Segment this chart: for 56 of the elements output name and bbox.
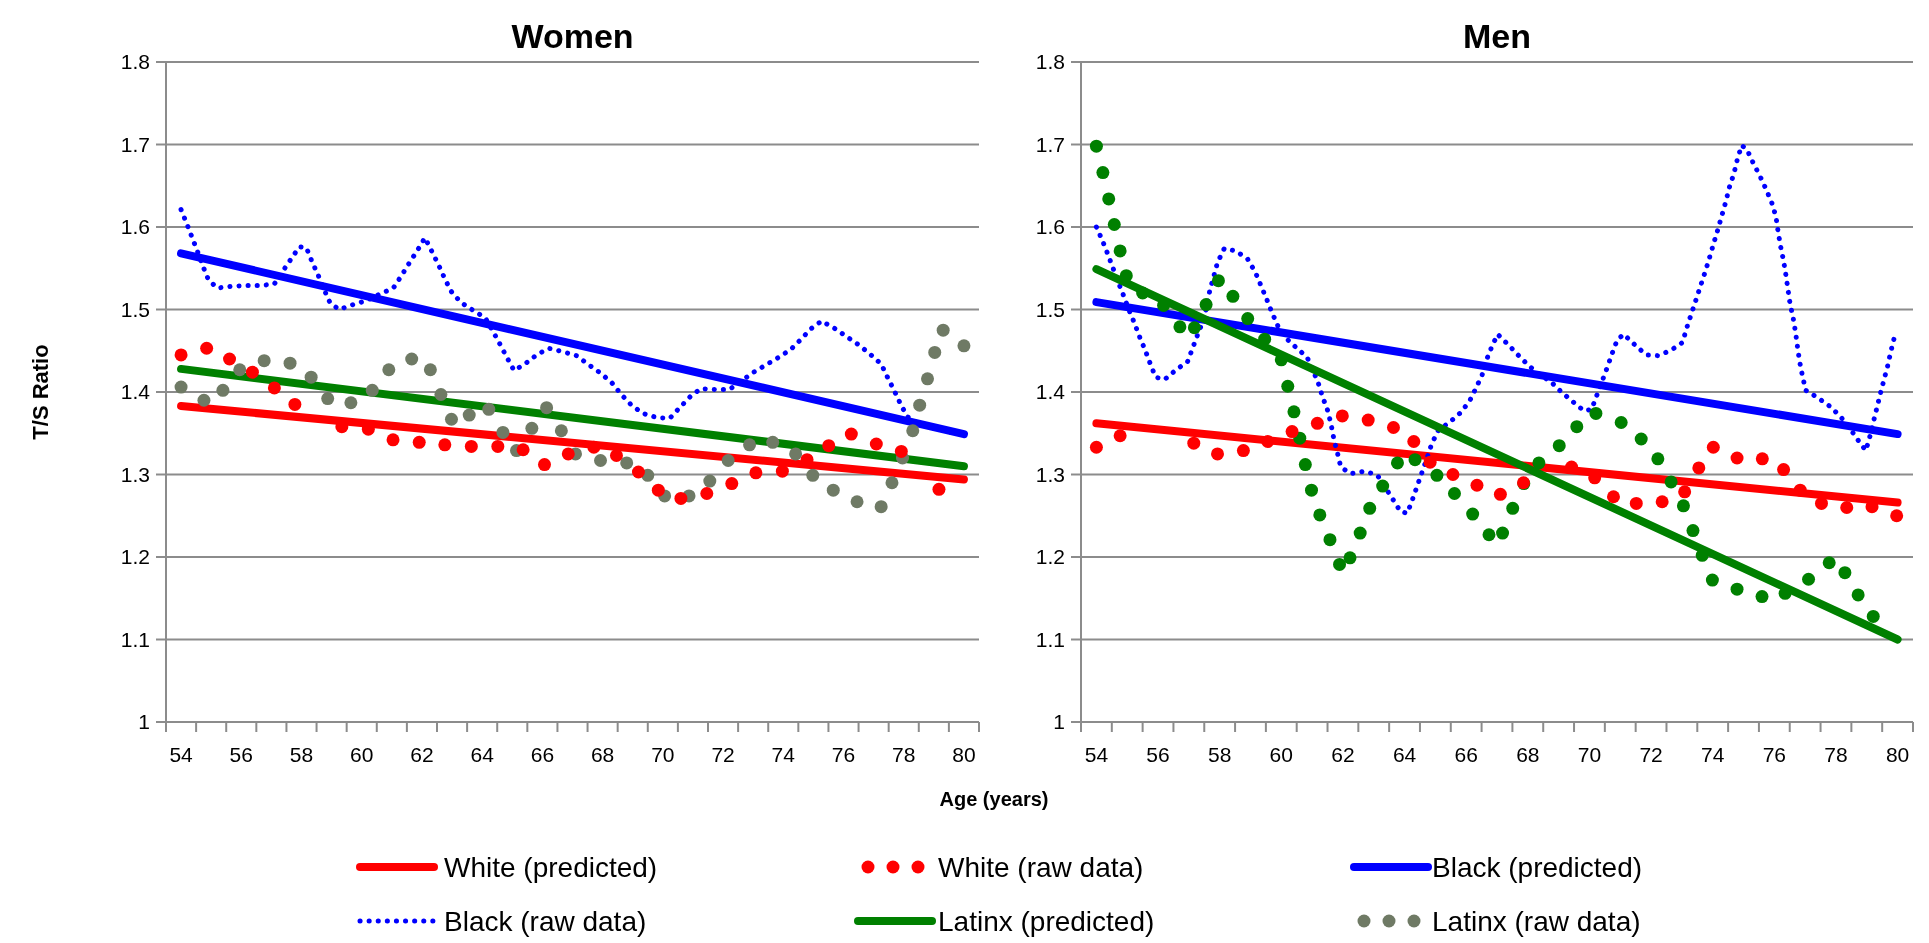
x-tick-label: 78 <box>1824 743 1848 766</box>
y-tick-label: 1.2 <box>120 545 150 569</box>
x-tick-label: 76 <box>1762 743 1787 766</box>
chart-title: Women <box>511 17 634 55</box>
y-tick-label: 1.6 <box>120 215 150 239</box>
x-tick-label: 72 <box>711 743 735 766</box>
x-tick-label: 80 <box>1885 743 1910 766</box>
x-tick-label: 70 <box>1577 743 1602 766</box>
y-tick-label: 1.5 <box>1035 297 1065 321</box>
x-tick-label: 60 <box>350 743 374 766</box>
x-tick-label: 68 <box>590 743 615 766</box>
x-tick-label: 54 <box>1084 743 1109 766</box>
x-tick-label: 66 <box>1454 743 1478 766</box>
legend-label: White (predicted) <box>444 851 658 883</box>
x-tick-label: 62 <box>1331 743 1355 766</box>
y-tick-label: 1 <box>1053 710 1065 734</box>
legend-label: White (raw data) <box>938 851 1144 883</box>
y-tick-label: 1.1 <box>1035 627 1065 651</box>
legend-label: Black (predicted) <box>1432 851 1643 883</box>
legend-label: Latinx (predicted) <box>938 905 1155 937</box>
x-tick-label: 56 <box>229 743 253 766</box>
y-tick-label: 1 <box>138 710 150 734</box>
y-tick-label: 1.7 <box>120 132 150 156</box>
x-tick-label: 70 <box>651 743 675 766</box>
x-tick-label: 68 <box>1516 743 1540 766</box>
x-tick-label: 60 <box>1269 743 1293 766</box>
y-tick-label: 1.6 <box>1035 215 1065 239</box>
legend-label: Latinx (raw data) <box>1432 905 1641 937</box>
x-tick-label: 58 <box>289 743 314 766</box>
y-tick-label: 1.3 <box>120 462 150 486</box>
y-tick-label: 1.8 <box>120 50 150 74</box>
x-tick-label: 62 <box>410 743 434 766</box>
y-tick-label: 1.4 <box>120 380 151 404</box>
y-tick-label: 1.8 <box>1035 50 1065 74</box>
y-tick-label: 1.7 <box>1035 132 1065 156</box>
x-tick-label: 58 <box>1207 743 1232 766</box>
legend-label: Black (raw data) <box>444 905 647 937</box>
x-tick-label: 74 <box>771 743 796 766</box>
x-tick-label: 66 <box>530 743 555 766</box>
x-tick-label: 54 <box>169 743 194 766</box>
x-tick-label: 72 <box>1639 743 1663 766</box>
y-tick-label: 1.1 <box>120 627 150 651</box>
y-tick-label: 1.5 <box>120 297 150 321</box>
x-tick-label: 64 <box>470 743 495 766</box>
x-tick-label: 76 <box>831 743 856 766</box>
x-tick-label: 56 <box>1146 743 1170 766</box>
y-tick-label: 1.3 <box>1035 462 1065 486</box>
y-axis-title: T/S Ratio <box>28 344 53 440</box>
x-tick-label: 80 <box>952 743 976 766</box>
x-tick-label: 74 <box>1701 743 1725 766</box>
y-tick-label: 1.2 <box>1035 545 1065 569</box>
x-axis-title: Age (years) <box>939 788 1049 810</box>
x-tick-label: 78 <box>892 743 916 766</box>
chart-title: Men <box>1463 17 1531 55</box>
y-tick-label: 1.4 <box>1035 380 1066 404</box>
x-tick-label: 64 <box>1392 743 1417 766</box>
